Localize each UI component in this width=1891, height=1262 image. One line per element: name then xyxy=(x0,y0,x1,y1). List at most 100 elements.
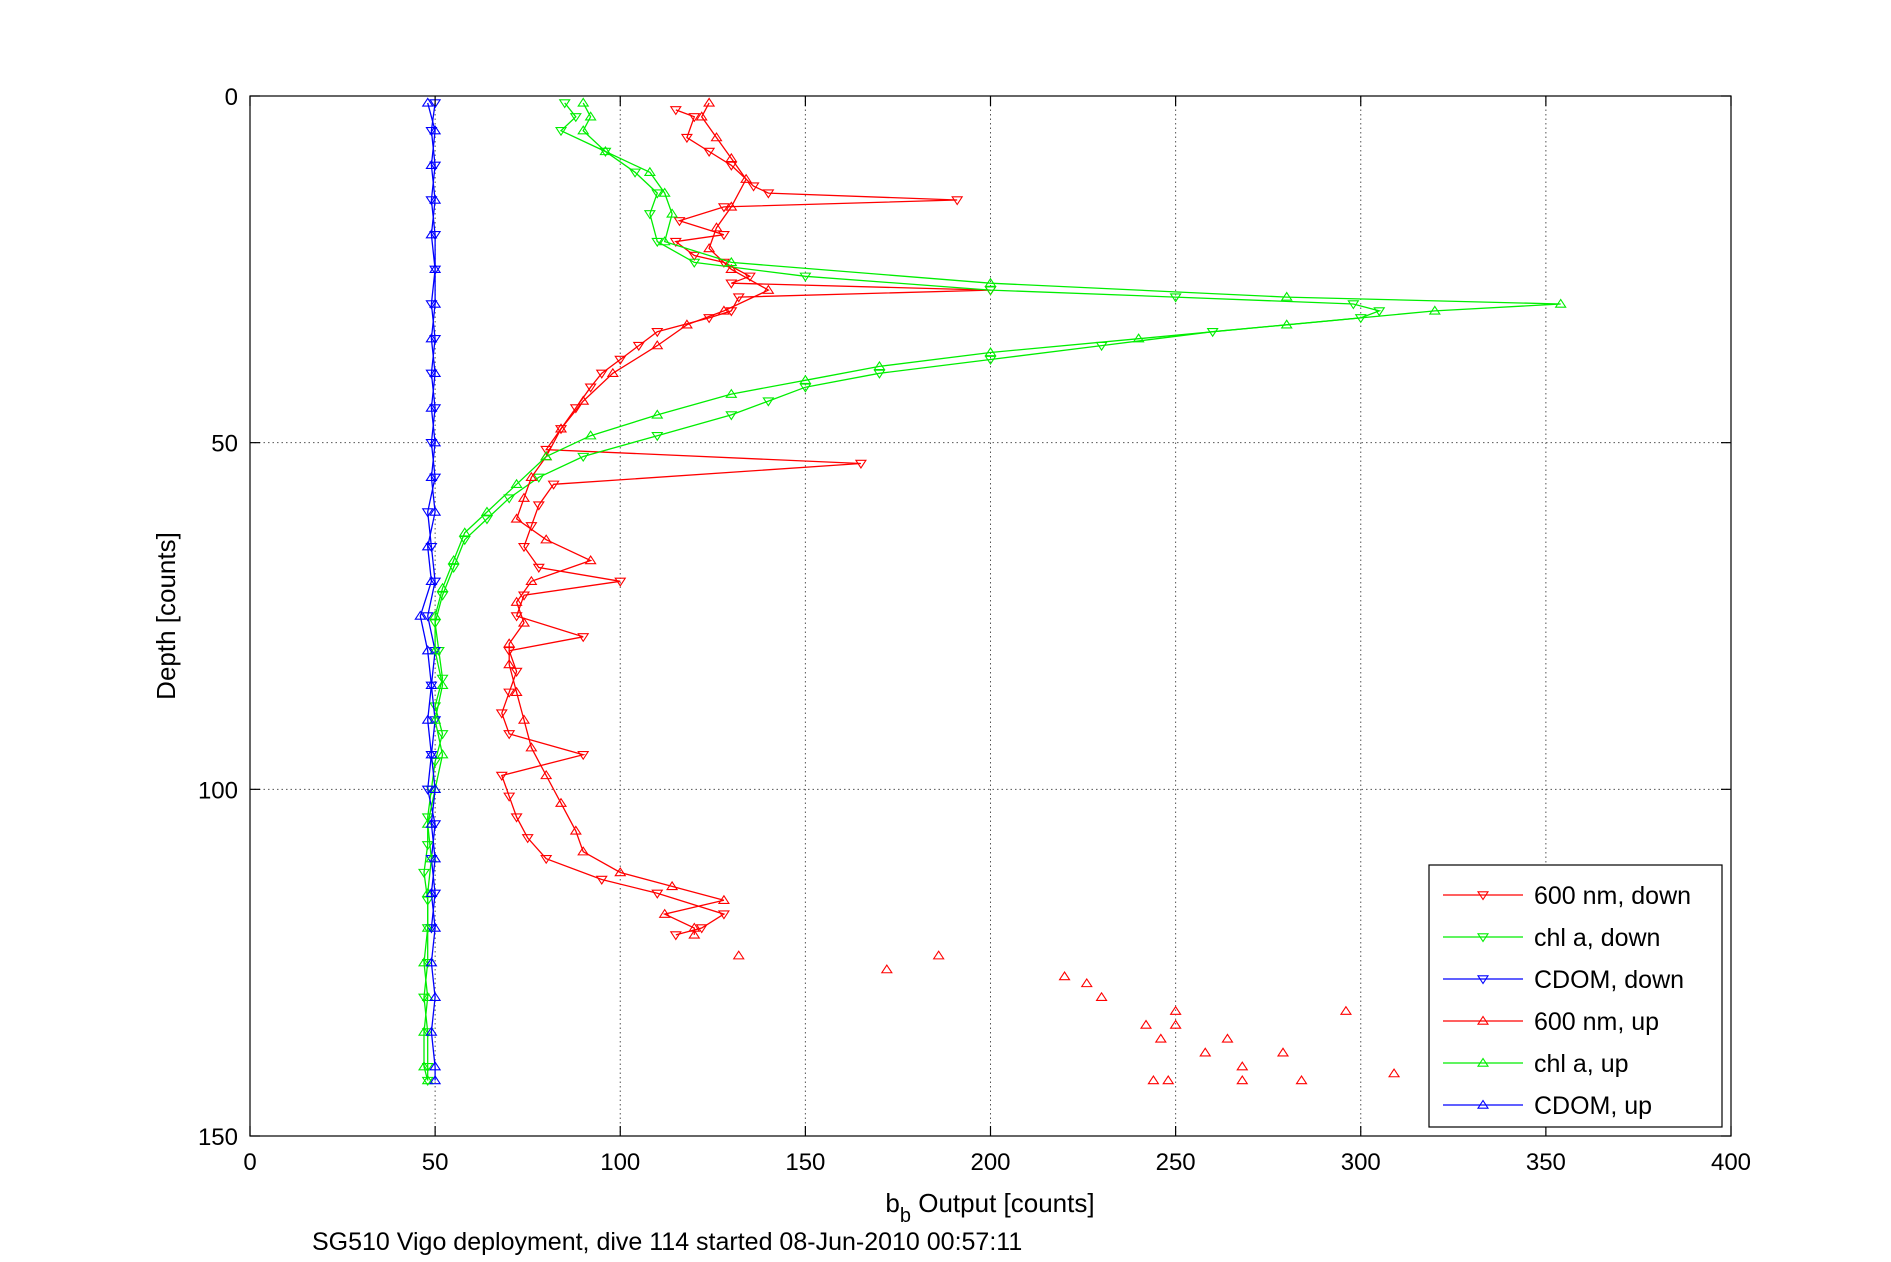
data-point xyxy=(421,922,434,932)
x-tick-label: 300 xyxy=(1341,1149,1381,1176)
x-tick-label: 250 xyxy=(1156,1149,1196,1176)
data-point xyxy=(569,404,582,414)
data-point xyxy=(658,187,671,197)
x-tick-label: 100 xyxy=(600,1149,640,1176)
legend-entry: CDOM, down xyxy=(1443,966,1684,994)
data-point xyxy=(517,714,531,724)
legend-marker xyxy=(1476,975,1490,985)
data-point xyxy=(584,430,597,440)
data-point xyxy=(695,111,708,121)
data-point xyxy=(429,1075,442,1085)
data-point xyxy=(710,132,723,142)
data-point xyxy=(558,99,571,109)
data-point xyxy=(418,1061,431,1071)
data-point xyxy=(425,818,438,828)
data-point xyxy=(762,189,775,199)
data-point xyxy=(554,423,568,433)
data-point xyxy=(932,950,945,960)
data-point xyxy=(425,196,438,206)
legend-entry: CDOM, up xyxy=(1443,1092,1652,1120)
x-axis-label-suffix: Output [counts] xyxy=(911,1188,1095,1218)
data-point xyxy=(651,409,664,419)
data-point xyxy=(421,785,434,795)
data-point xyxy=(614,867,627,877)
series-line xyxy=(419,102,436,1081)
x-tick-label: 400 xyxy=(1711,1149,1751,1176)
data-point xyxy=(1295,1075,1308,1085)
data-point xyxy=(554,126,568,137)
data-point xyxy=(577,125,590,135)
legend-marker xyxy=(1476,1015,1490,1025)
x-tick-label: 350 xyxy=(1526,1149,1566,1176)
data-point xyxy=(540,445,553,456)
data-point xyxy=(525,471,538,482)
series-line xyxy=(427,102,436,929)
data-point xyxy=(873,360,886,371)
data-point xyxy=(651,340,664,350)
data-point xyxy=(1058,971,1071,981)
legend-entry: 600 nm, up xyxy=(1443,1008,1659,1036)
data-point xyxy=(725,256,738,267)
data-point xyxy=(569,113,582,123)
data-point xyxy=(743,272,756,282)
data-point xyxy=(540,769,553,780)
data-point xyxy=(717,305,730,315)
data-point xyxy=(614,355,627,365)
data-point xyxy=(532,501,545,511)
legend-label: CDOM, up xyxy=(1534,1092,1652,1120)
data-point xyxy=(480,506,493,516)
data-point xyxy=(629,168,642,178)
data-point xyxy=(418,957,431,967)
data-point xyxy=(425,924,438,934)
data-point xyxy=(1236,1075,1249,1085)
data-point xyxy=(532,563,545,573)
data-point xyxy=(669,931,682,941)
data-point xyxy=(747,182,760,192)
data-point xyxy=(425,159,438,170)
data-point xyxy=(595,369,608,379)
data-point xyxy=(577,395,590,405)
data-point xyxy=(510,612,523,622)
series-4 xyxy=(503,97,1401,1085)
data-point xyxy=(717,910,730,920)
data-point xyxy=(429,125,442,135)
data-point xyxy=(429,889,442,899)
series-line xyxy=(508,102,770,935)
data-point xyxy=(1169,1005,1182,1015)
data-point xyxy=(421,645,434,655)
data-point xyxy=(421,991,434,1002)
data-point xyxy=(421,97,434,107)
data-point xyxy=(421,1075,434,1085)
data-point xyxy=(429,404,442,414)
data-point xyxy=(429,334,442,345)
data-point xyxy=(425,957,438,967)
data-point xyxy=(1373,307,1386,317)
legend-label: chl a, down xyxy=(1534,924,1660,952)
legend-label: 600 nm, down xyxy=(1534,882,1691,910)
y-axis-label: Depth [counts] xyxy=(151,532,181,700)
x-tick-label: 200 xyxy=(970,1149,1010,1176)
data-point xyxy=(510,478,523,488)
data-point xyxy=(425,887,438,898)
data-point xyxy=(584,555,597,565)
data-point xyxy=(614,577,627,587)
data-point xyxy=(595,875,608,885)
data-point xyxy=(425,229,438,239)
data-point xyxy=(1080,977,1093,988)
data-point xyxy=(725,201,738,211)
data-point xyxy=(1199,1047,1212,1057)
x-axis-label: bb Output [counts] xyxy=(885,1188,1094,1227)
y-tick-label: 50 xyxy=(211,431,238,458)
data-point xyxy=(606,367,619,378)
data-point xyxy=(1347,300,1360,310)
data-point xyxy=(669,106,682,116)
data-point xyxy=(984,277,997,287)
data-point xyxy=(503,792,516,802)
data-point xyxy=(429,1061,442,1071)
data-point xyxy=(421,813,434,823)
data-point xyxy=(799,383,812,393)
data-point xyxy=(651,889,664,899)
data-point xyxy=(1154,1033,1167,1043)
data-point xyxy=(421,508,434,518)
